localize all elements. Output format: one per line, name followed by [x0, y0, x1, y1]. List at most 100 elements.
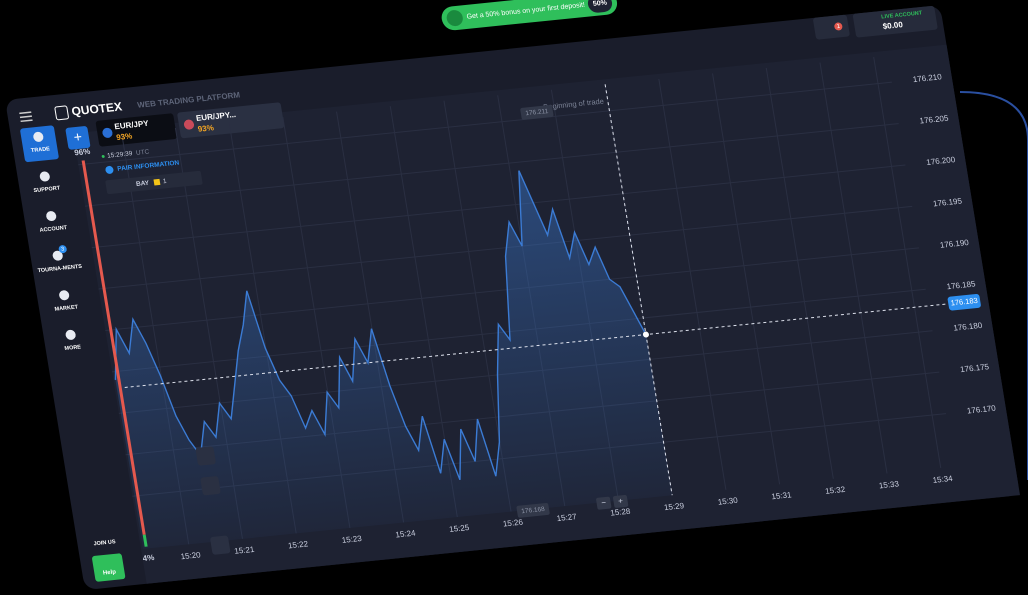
x-tick-label: 15:32 — [825, 485, 847, 496]
tab-active[interactable] — [95, 113, 177, 147]
price-badge-label: 176.183 — [950, 296, 978, 308]
x-tick-label: 15:31 — [771, 490, 793, 501]
buy-bar — [142, 534, 148, 547]
price-badge — [947, 293, 981, 311]
nav-label[interactable]: TRADE — [31, 146, 51, 154]
add-tab[interactable] — [65, 126, 91, 150]
menu-icon[interactable] — [19, 111, 33, 123]
tour-badge-bg — [58, 245, 67, 254]
nav-label[interactable]: TOURNA-MENTS — [37, 264, 83, 274]
tool-count: 1 — [162, 178, 167, 185]
bonus-pill[interactable] — [440, 0, 619, 31]
sell-pct: 4% — [142, 553, 155, 563]
info-icon — [105, 165, 114, 174]
y-tick-label: 176.190 — [939, 238, 970, 250]
price-level — [124, 303, 949, 388]
low-label: 176.168 — [521, 506, 546, 515]
high-label: 176.211 — [525, 108, 549, 117]
x-tick-label: 15:22 — [287, 539, 309, 550]
grid-line — [84, 123, 899, 207]
account-btn[interactable] — [852, 5, 938, 38]
nav-icon — [59, 290, 70, 301]
tab-asset: EUR/JPY... — [195, 110, 236, 123]
help-btn[interactable] — [92, 553, 126, 582]
tab[interactable] — [177, 102, 285, 139]
x-tick-label: 15:26 — [502, 518, 524, 529]
price-line — [114, 170, 647, 481]
buy-pct: 96% — [74, 147, 91, 158]
bonus-icon — [446, 10, 463, 27]
bonus-badge-bg — [587, 0, 613, 13]
y-tick-label: 176.205 — [919, 114, 950, 126]
tab-asset: EUR/JPY — [114, 119, 150, 131]
zoom-in[interactable] — [612, 494, 629, 508]
grid-line-x — [765, 67, 834, 479]
x-tick-label: 15:21 — [234, 545, 256, 556]
trade-active[interactable] — [20, 125, 59, 163]
y-tick-label: 176.200 — [926, 155, 957, 167]
notif-badge-bg — [834, 22, 843, 31]
time: 15:29:39 — [107, 150, 134, 160]
x-tick-label: 15:33 — [878, 479, 900, 490]
zoom-out[interactable] — [596, 496, 612, 510]
zoom-in-icon: + — [618, 496, 624, 505]
x-tick-label: 15:28 — [610, 507, 632, 518]
notif-btn[interactable] — [813, 14, 850, 40]
tool-color — [153, 178, 161, 186]
grid-line — [91, 164, 906, 249]
y-tick-label: 176.210 — [912, 72, 943, 84]
y-tick-label: 176.175 — [959, 362, 990, 374]
tz: UTC — [135, 148, 150, 156]
tab-payout: 93% — [197, 123, 214, 134]
zoom-out-icon: − — [601, 498, 607, 507]
tool: BAY — [136, 180, 151, 188]
area-fill — [115, 170, 673, 549]
nav-icon — [46, 211, 57, 222]
y-tick-label: 176.195 — [932, 196, 963, 208]
x-tick-label: 15:34 — [932, 474, 954, 485]
nav-icon — [33, 131, 44, 142]
nav-label[interactable]: MORE — [64, 344, 82, 352]
y-tick-label: 176.180 — [953, 321, 984, 333]
x-tick-label: 15:20 — [180, 550, 202, 561]
y-tick-label: 176.170 — [966, 404, 997, 416]
logo: QUOTEX — [70, 99, 123, 118]
grid-line-x — [712, 73, 781, 485]
x-tick-label: 15:24 — [395, 528, 417, 539]
sell-bar — [81, 160, 146, 535]
nav-label[interactable]: MARKET — [54, 304, 79, 312]
plus: + — [72, 128, 83, 145]
x-tick-label: 15:29 — [663, 501, 685, 512]
grid-line-x — [873, 57, 942, 468]
x-tick-label: 15:23 — [341, 534, 363, 545]
account-type: LIVE ACCOUNT — [881, 10, 923, 20]
x-tick-label: 15:30 — [717, 496, 739, 507]
live-dot — [101, 154, 105, 158]
x-tick-label: 15:25 — [449, 523, 471, 534]
flag — [183, 119, 195, 130]
high-badge — [520, 105, 554, 120]
logo-icon — [54, 105, 69, 121]
bonus-badge: 50% — [593, 0, 609, 8]
y-tick-label: 176.185 — [946, 279, 977, 291]
grid-line — [78, 81, 893, 166]
balance: $0.00 — [882, 20, 904, 31]
tour-badge: 3 — [61, 246, 65, 252]
notif-badge: 1 — [836, 24, 841, 30]
nav-label[interactable]: SUPPORT — [33, 185, 61, 194]
join[interactable]: JOIN US — [93, 539, 116, 547]
grid-line-x — [658, 78, 727, 490]
flag — [102, 127, 113, 138]
nav-label[interactable]: ACCOUNT — [39, 225, 68, 234]
grid-line — [98, 205, 913, 290]
chart-tool[interactable] — [195, 446, 216, 466]
chart-tool[interactable] — [210, 535, 231, 555]
tab-payout: 93% — [116, 132, 133, 143]
help: Help — [103, 569, 117, 576]
grid-line-x — [819, 62, 888, 474]
current-dot — [642, 331, 649, 338]
chart-tool[interactable] — [200, 476, 221, 496]
nav-icon — [52, 250, 63, 261]
